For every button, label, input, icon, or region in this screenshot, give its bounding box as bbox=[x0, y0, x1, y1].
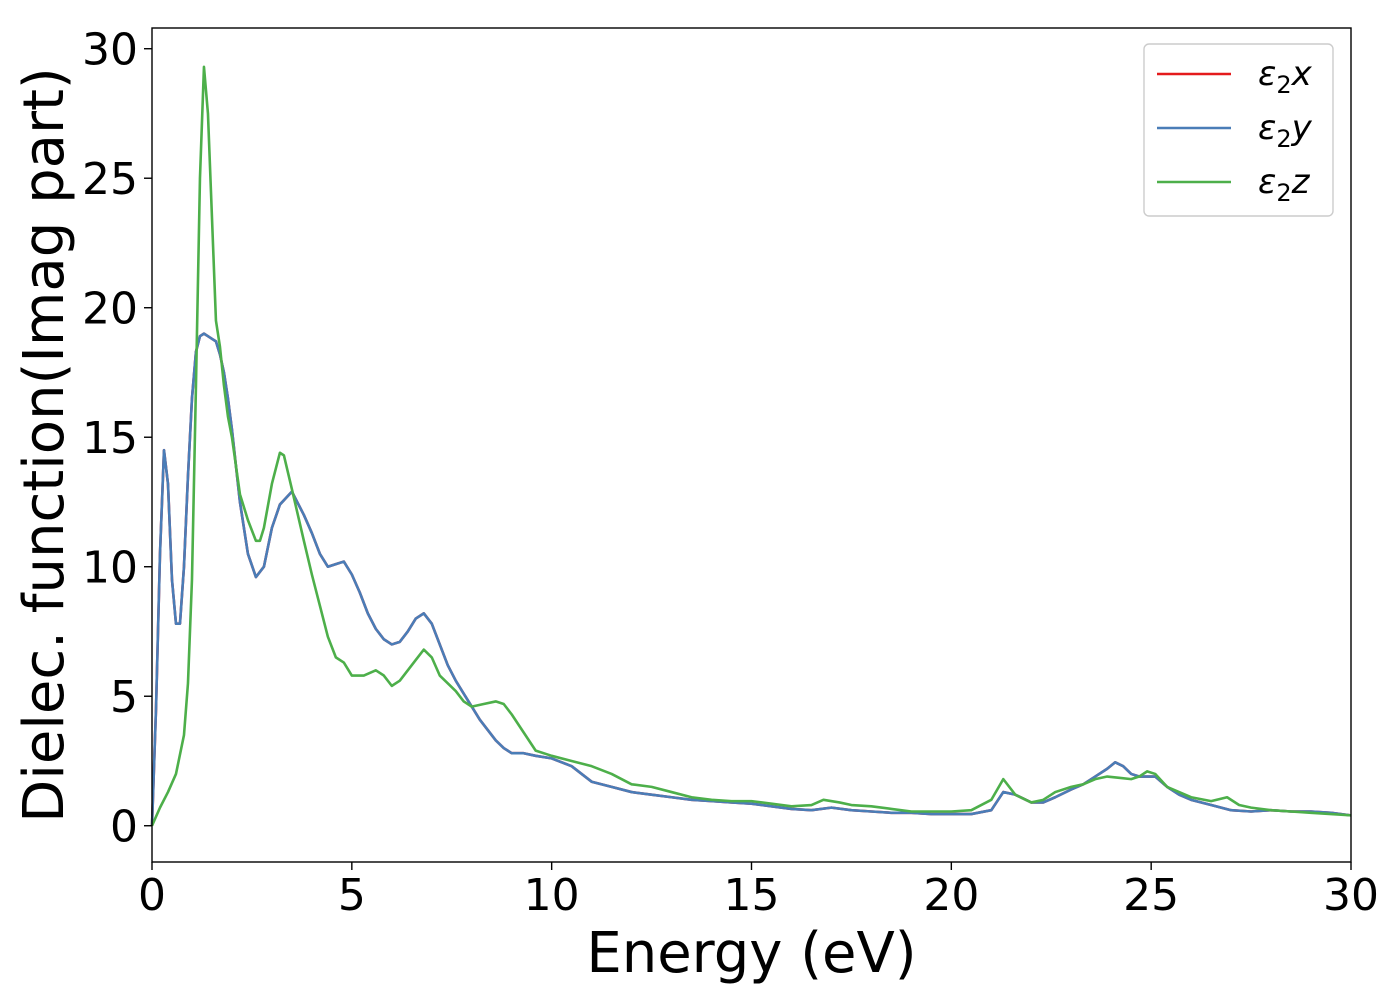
x-tick-label: 10 bbox=[524, 870, 580, 921]
legend-label: ε2x bbox=[1258, 54, 1313, 99]
x-tick-label: 5 bbox=[338, 870, 366, 921]
legend-label: ε2z bbox=[1258, 162, 1311, 207]
y-tick-label: 0 bbox=[110, 802, 138, 853]
y-tick-label: 20 bbox=[82, 284, 138, 335]
plot-lines bbox=[150, 65, 1352, 827]
legend-item-z: ε2z bbox=[1157, 162, 1311, 207]
y-tick-label: 25 bbox=[82, 154, 138, 205]
x-tick-label: 0 bbox=[138, 870, 166, 921]
series-line-y bbox=[150, 332, 1352, 826]
x-axis-ticks: 0 5 10 15 20 25 30 bbox=[138, 862, 1379, 921]
x-axis-label: Energy (eV) bbox=[586, 921, 916, 986]
x-tick-label: 30 bbox=[1323, 870, 1379, 921]
x-tick-label: 25 bbox=[1123, 870, 1179, 921]
y-axis-label: Dielec. function(Imag part) bbox=[12, 67, 77, 823]
y-tick-label: 30 bbox=[82, 25, 138, 76]
y-tick-label: 5 bbox=[110, 672, 138, 723]
series-line-z bbox=[150, 65, 1352, 827]
legend-item-y: ε2y bbox=[1157, 108, 1313, 153]
y-tick-label: 10 bbox=[82, 543, 138, 594]
legend-frame bbox=[1143, 43, 1334, 217]
legend-label: ε2y bbox=[1258, 108, 1313, 153]
series-line-x bbox=[150, 332, 1352, 826]
y-tick-label: 15 bbox=[82, 413, 138, 464]
y-axis-ticks: 0 5 10 15 20 25 30 bbox=[82, 25, 152, 853]
x-tick-label: 20 bbox=[923, 870, 979, 921]
x-tick-label: 15 bbox=[724, 870, 780, 921]
legend: ε2x ε2y ε2z bbox=[1143, 43, 1334, 217]
legend-item-x: ε2x bbox=[1157, 54, 1313, 99]
